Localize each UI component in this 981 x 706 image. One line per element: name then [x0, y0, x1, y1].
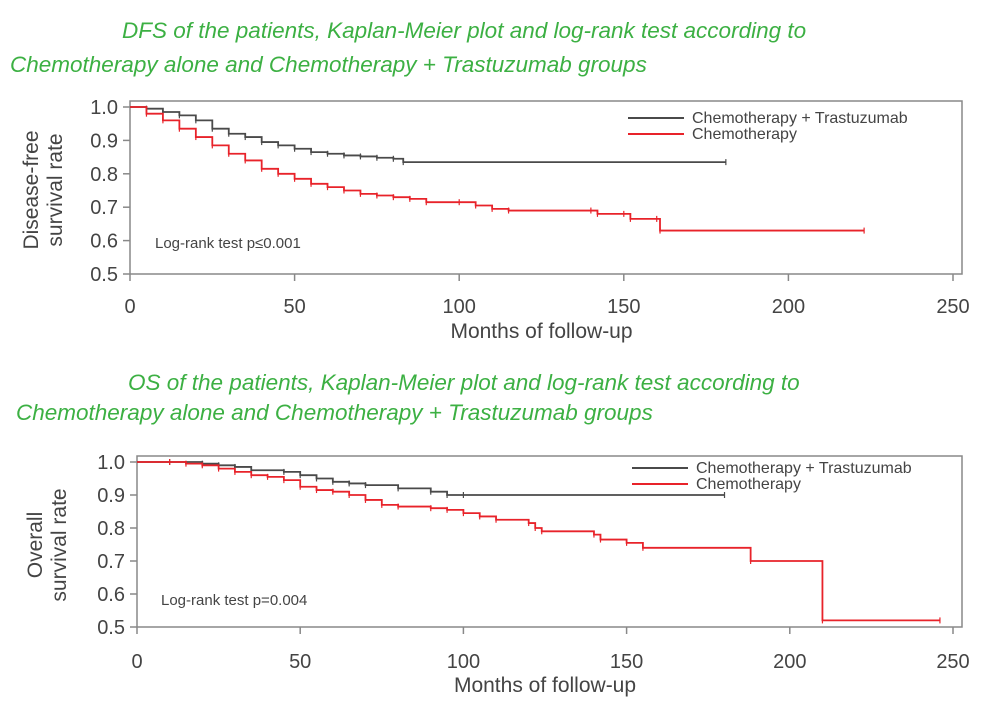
dfs-title-line1: DFS of the patients, Kaplan-Meier plot a… [122, 18, 807, 43]
dfs-ytick-label: 0.7 [90, 197, 118, 219]
os-xtick-label: 100 [447, 651, 480, 673]
dfs-xtick-label: 50 [283, 296, 305, 318]
os-series-chemo-trastuzumab [137, 459, 726, 498]
os-xtick-label: 150 [610, 651, 643, 673]
dfs-ytick-label: 0.6 [90, 231, 118, 253]
os-xtick-label: 50 [289, 651, 311, 673]
os-chart: 0.5 0.6 0.7 0.8 0.9 1.0 0 50 100 150 200 250 Months … [24, 452, 970, 697]
os-series-chemo [137, 459, 941, 624]
os-xtick-label: 200 [773, 651, 806, 673]
dfs-xtick-label: 100 [443, 296, 476, 318]
dfs-xtick-label: 150 [607, 296, 640, 318]
dfs-x-axis-label: Months of follow-up [450, 320, 632, 343]
dfs-logrank-annotation: Log-rank test p≤0.001 [155, 235, 301, 252]
dfs-ytick-label: 0.5 [90, 264, 118, 286]
dfs-xtick-label: 0 [124, 296, 135, 318]
dfs-xtick-label: 200 [772, 296, 805, 318]
os-logrank-annotation: Log-rank test p=0.004 [161, 592, 307, 609]
dfs-series-chemo [130, 106, 865, 234]
os-ytick-label: 0.7 [97, 551, 125, 573]
os-legend-label: Chemotherapy [696, 476, 801, 493]
os-plot-frame [136, 455, 963, 628]
os-ytick-label: 0.5 [97, 617, 125, 639]
os-y-axis-label-line2: survival rate [48, 488, 71, 601]
os-legend-label: Chemotherapy + Trastuzumab [696, 460, 912, 477]
os-title-line1: OS of the patients, Kaplan-Meier plot an… [128, 370, 800, 395]
os-xtick-label: 250 [936, 651, 969, 673]
dfs-legend-label: Chemotherapy [692, 126, 797, 143]
dfs-chart: 0.5 0.6 0.7 0.8 0.9 1.0 0 50 100 150 200 250 Months … [20, 97, 970, 343]
os-ytick-label: 0.9 [97, 485, 125, 507]
os-y-axis-label-line1: Overall [24, 512, 47, 579]
dfs-series-chemo-trastuzumab [130, 105, 727, 166]
dfs-y-axis-label-line1: Disease-free [20, 130, 43, 249]
os-xtick-label: 0 [131, 651, 142, 673]
os-ytick-label: 0.8 [97, 518, 125, 540]
dfs-ytick-label: 0.9 [90, 130, 118, 152]
dfs-y-axis-label-line2: survival rate [44, 133, 67, 246]
dfs-title-line2: Chemotherapy alone and Chemotherapy + Tr… [10, 52, 647, 77]
dfs-survival-curve [130, 106, 865, 232]
dfs-plot-frame [129, 100, 963, 275]
dfs-xtick-label: 250 [936, 296, 969, 318]
os-title-line2: Chemotherapy alone and Chemotherapy + Tr… [16, 400, 653, 425]
dfs-legend-label: Chemotherapy + Trastuzumab [692, 110, 908, 127]
os-ytick-label: 0.6 [97, 584, 125, 606]
os-ytick-label: 1.0 [97, 452, 125, 474]
os-x-axis-label: Months of follow-up [454, 674, 636, 697]
dfs-ytick-label: 0.8 [90, 164, 118, 186]
dfs-ytick-label: 1.0 [90, 97, 118, 119]
